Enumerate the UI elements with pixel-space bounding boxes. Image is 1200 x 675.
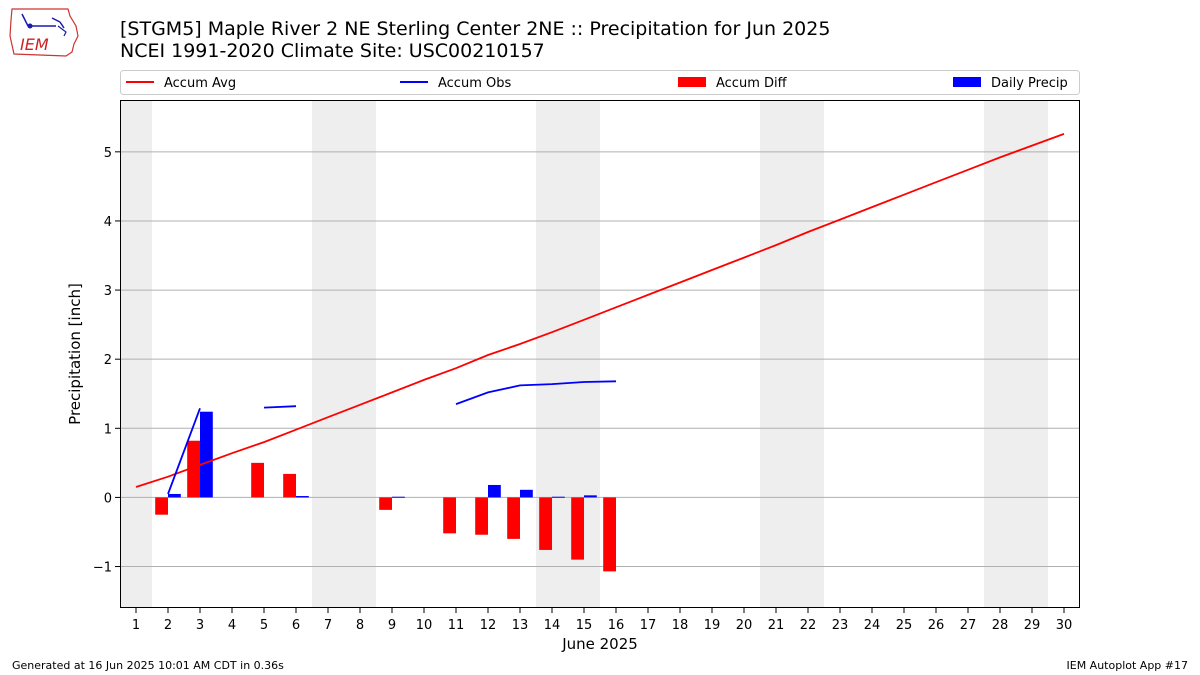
x-tick-label: 8 <box>356 618 364 633</box>
accum-avg-line <box>135 133 1065 488</box>
logo-text: IEM <box>20 35 49 54</box>
x-tick-label: 11 <box>448 618 465 633</box>
x-tick-label: 14 <box>544 618 561 633</box>
accum-diff-bar <box>571 497 584 560</box>
x-tick-label: 18 <box>672 618 689 633</box>
x-tick-label: 3 <box>196 618 204 633</box>
y-tick-label: 0 <box>104 491 112 506</box>
accum-obs-line <box>263 405 297 409</box>
x-tick-label: 25 <box>896 618 913 633</box>
app-credit: IEM Autoplot App #17 <box>1066 659 1189 672</box>
x-tick-label: 24 <box>864 618 881 633</box>
legend-swatch <box>678 77 706 87</box>
x-tick-label: 16 <box>608 618 625 633</box>
legend-label: Accum Diff <box>716 76 788 91</box>
x-tick-label: 7 <box>324 618 332 633</box>
legend-label: Accum Avg <box>164 76 236 91</box>
x-tick-label: 6 <box>292 618 300 633</box>
y-tick-label: 1 <box>104 422 112 437</box>
daily-precip-bar <box>168 493 181 498</box>
accum-diff-bar <box>475 497 488 535</box>
x-tick-label: 12 <box>480 618 497 633</box>
daily-precip-bar <box>200 411 213 498</box>
x-tick-label: 20 <box>736 618 753 633</box>
legend-label: Accum Obs <box>438 76 511 91</box>
accum-obs-line <box>167 407 201 495</box>
accum-diff-bar <box>251 462 264 498</box>
daily-precip-bar <box>392 496 405 498</box>
x-tick-label: 28 <box>992 618 1009 633</box>
y-tick-label: 5 <box>104 146 112 161</box>
y-tick-label: 4 <box>104 215 112 230</box>
legend-swatch <box>953 77 981 87</box>
daily-precip-bar <box>520 489 533 498</box>
daily-precip-bar <box>488 484 501 498</box>
x-tick-label: 21 <box>768 618 785 633</box>
x-axis-label: June 2025 <box>561 635 638 653</box>
y-tick-label: 3 <box>104 284 112 299</box>
x-tick-label: 2 <box>164 618 172 633</box>
x-tick-label: 5 <box>260 618 268 633</box>
x-tick-label: 1 <box>132 618 140 633</box>
daily-precip-bar <box>296 496 309 498</box>
x-tick-label: 29 <box>1024 618 1041 633</box>
legend: Accum Avg Accum Obs Accum Diff Daily Precip <box>120 70 1080 95</box>
x-tick-label: 23 <box>832 618 849 633</box>
accum-diff-bar <box>539 497 552 550</box>
generated-timestamp: Generated at 16 Jun 2025 10:01 AM CDT in… <box>12 659 284 672</box>
chart-subtitle: NCEI 1991-2020 Climate Site: USC00210157 <box>120 40 545 62</box>
x-tick-label: 10 <box>416 618 433 633</box>
weekend-shade <box>312 100 344 608</box>
daily-precip-bar <box>552 496 565 498</box>
iem-logo: IEM <box>8 6 82 62</box>
x-tick-label: 9 <box>388 618 396 633</box>
weekend-shade <box>760 100 792 608</box>
x-tick-label: 27 <box>960 618 977 633</box>
y-tick-label: −1 <box>93 561 112 576</box>
legend-label: Daily Precip <box>991 76 1068 91</box>
accum-diff-bar <box>379 497 392 510</box>
x-tick-label: 17 <box>640 618 657 633</box>
accum-diff-bar <box>155 497 168 515</box>
x-tick-label: 26 <box>928 618 945 633</box>
x-tick-label: 22 <box>800 618 817 633</box>
accum-diff-bar <box>507 497 520 539</box>
weekend-shade <box>1016 100 1048 608</box>
accum-diff-bar <box>283 473 296 498</box>
accum-diff-bar <box>603 497 616 572</box>
weekend-shade <box>120 100 152 608</box>
plot-frame <box>120 100 1080 608</box>
weekend-shade <box>984 100 1016 608</box>
y-axis-label: Precipitation [inch] <box>66 283 84 425</box>
x-tick-label: 4 <box>228 618 236 633</box>
accum-obs-line <box>455 380 617 405</box>
accum-diff-bar <box>443 497 456 534</box>
x-tick-label: 19 <box>704 618 721 633</box>
x-tick-label: 15 <box>576 618 593 633</box>
y-tick-label: 2 <box>104 353 112 368</box>
accum-diff-bar <box>187 440 200 498</box>
daily-precip-bar <box>584 495 597 498</box>
weekend-shade <box>344 100 376 608</box>
chart-title: [STGM5] Maple River 2 NE Sterling Center… <box>120 18 831 40</box>
x-tick-label: 13 <box>512 618 529 633</box>
weekend-shade <box>792 100 824 608</box>
x-tick-label: 30 <box>1056 618 1073 633</box>
